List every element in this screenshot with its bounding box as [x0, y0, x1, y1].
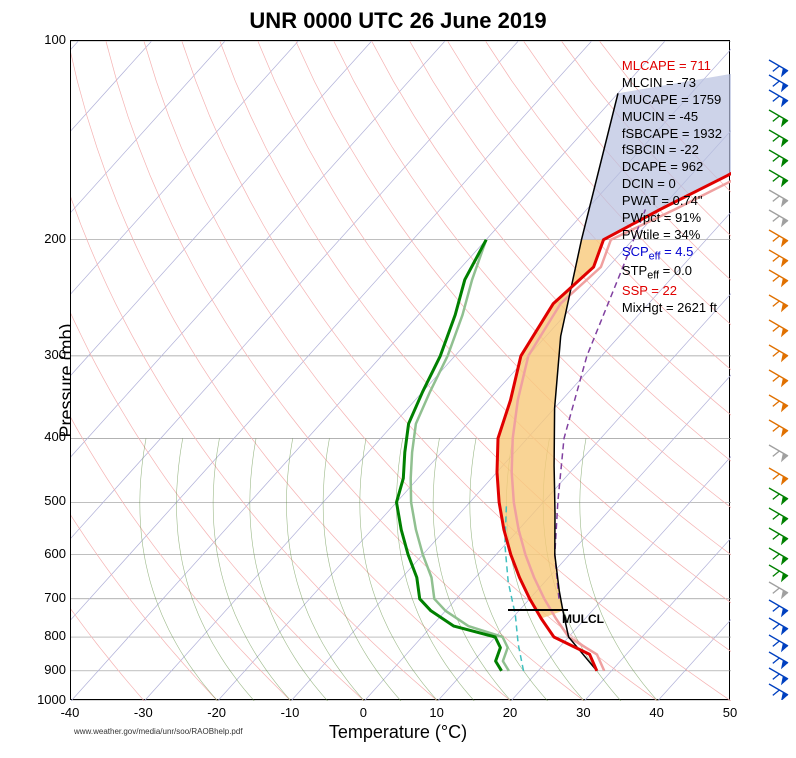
- x-tick: 40: [637, 705, 677, 720]
- stat-line: MUCIN = -45: [622, 109, 722, 126]
- stat-line: DCIN = 0: [622, 176, 722, 193]
- stat-line: fSBCIN = -22: [622, 142, 722, 159]
- source-url: www.weather.gov/media/unr/soo/RAOBhelp.p…: [74, 727, 243, 736]
- stat-line: STPeff = 0.0: [622, 263, 722, 283]
- y-tick: 900: [6, 662, 66, 677]
- x-tick: 50: [710, 705, 750, 720]
- chart-title: UNR 0000 UTC 26 June 2019: [0, 8, 796, 34]
- mulcl-annotation: MULCL: [562, 612, 604, 626]
- stat-line: PWpct = 91%: [622, 210, 722, 227]
- y-tick: 700: [6, 590, 66, 605]
- x-tick: -20: [197, 705, 237, 720]
- x-tick: 10: [417, 705, 457, 720]
- stats-panel: MLCAPE = 711MLCIN = -73MUCAPE = 1759MUCI…: [622, 58, 722, 317]
- stat-line: SSP = 22: [622, 283, 722, 300]
- stat-line: MLCAPE = 711: [622, 58, 722, 75]
- stat-line: MUCAPE = 1759: [622, 92, 722, 109]
- stat-line: SCPeff = 4.5: [622, 244, 722, 264]
- wind-barbs-svg: [744, 40, 794, 700]
- y-tick: 800: [6, 628, 66, 643]
- x-tick: -40: [50, 705, 90, 720]
- wind-barbs-panel: [744, 40, 794, 700]
- stat-line: fSBCAPE = 1932: [622, 126, 722, 143]
- y-tick: 400: [6, 429, 66, 444]
- x-tick: -10: [270, 705, 310, 720]
- x-tick: 30: [563, 705, 603, 720]
- y-tick: 100: [6, 32, 66, 47]
- x-tick: 20: [490, 705, 530, 720]
- stat-line: MixHgt = 2621 ft: [622, 300, 722, 317]
- x-tick: -30: [123, 705, 163, 720]
- y-tick: 300: [6, 347, 66, 362]
- y-tick: 200: [6, 231, 66, 246]
- y-tick: 500: [6, 493, 66, 508]
- x-tick: 0: [343, 705, 383, 720]
- stat-line: PWtile = 34%: [622, 227, 722, 244]
- stat-line: MLCIN = -73: [622, 75, 722, 92]
- stat-line: PWAT = 0.74": [622, 193, 722, 210]
- y-tick: 600: [6, 546, 66, 561]
- stat-line: DCAPE = 962: [622, 159, 722, 176]
